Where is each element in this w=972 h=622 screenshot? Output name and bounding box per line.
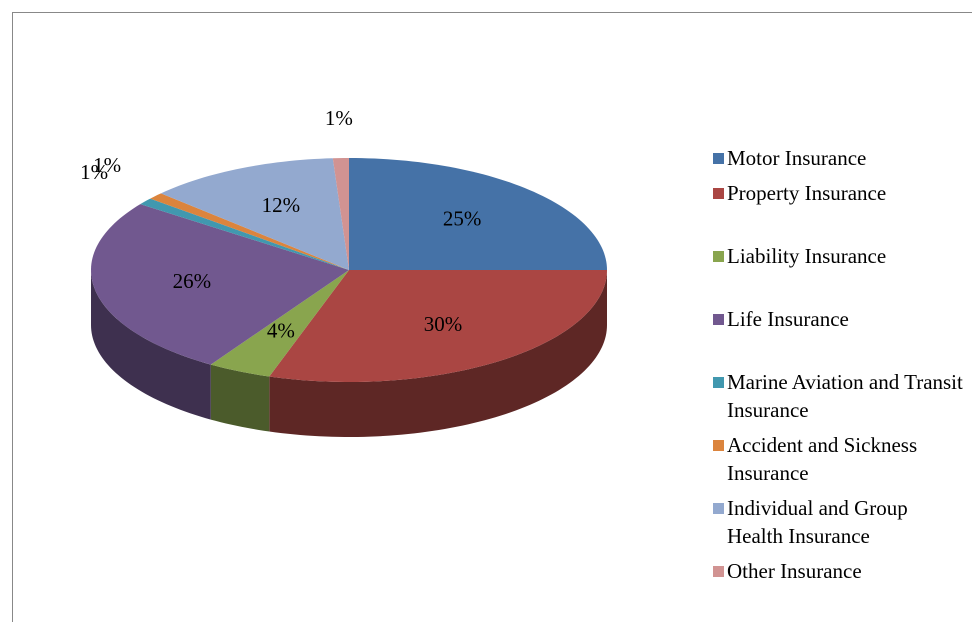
legend-swatch <box>713 503 724 514</box>
legend-item: Other Insurance <box>713 557 968 585</box>
legend-swatch <box>713 314 724 325</box>
legend-label: Marine Aviation and Transit Insurance <box>727 370 963 422</box>
legend-label: Property Insurance <box>727 181 887 205</box>
data-label: 12% <box>262 193 301 217</box>
pie-side <box>210 364 270 432</box>
legend-item: Marine Aviation and Transit Insurance <box>713 368 968 424</box>
legend-swatch <box>713 153 724 164</box>
pie-slice <box>150 193 349 270</box>
legend-swatch <box>713 251 724 262</box>
legend-swatch <box>713 188 724 199</box>
legend-swatch <box>713 566 724 577</box>
pie-slice <box>210 270 349 377</box>
legend-item: Liability Insurance <box>713 242 968 270</box>
pie-slice <box>160 158 349 270</box>
data-label: 4% <box>267 319 295 343</box>
legend-swatch <box>713 377 724 388</box>
pie-side <box>91 270 211 420</box>
data-label: 25% <box>443 207 482 231</box>
legend-label: Motor Insurance <box>727 146 867 170</box>
legend-label: Accident and Sickness Insurance <box>727 433 918 485</box>
legend-item: Motor Insurance <box>713 144 968 172</box>
legend-item: Accident and Sickness Insurance <box>713 431 968 487</box>
data-label: 1% <box>325 106 353 130</box>
pie-sides <box>91 270 607 437</box>
legend-label: Individual and Group Health Insurance <box>727 496 908 548</box>
legend-swatch <box>713 440 724 451</box>
legend-item: Individual and Group Health Insurance <box>713 494 968 550</box>
pie-slice <box>349 158 607 270</box>
legend-item: Life Insurance <box>713 305 968 333</box>
data-label: 30% <box>424 312 463 336</box>
pie-slice <box>269 270 607 382</box>
pie-slice <box>91 204 349 365</box>
pie-slice <box>332 158 349 270</box>
data-label: 1% <box>80 160 108 184</box>
data-label: 26% <box>173 269 212 293</box>
frame <box>12 12 972 622</box>
pie-slice <box>140 198 349 270</box>
legend-item: Property Insurance <box>713 179 968 207</box>
pie-side <box>269 270 607 437</box>
legend-label: Other Insurance <box>727 559 862 583</box>
data-label: 1% <box>93 153 121 177</box>
pie-tops <box>91 158 607 382</box>
legend-label: Life Insurance <box>727 307 849 331</box>
legend-label: Liability Insurance <box>727 244 887 268</box>
